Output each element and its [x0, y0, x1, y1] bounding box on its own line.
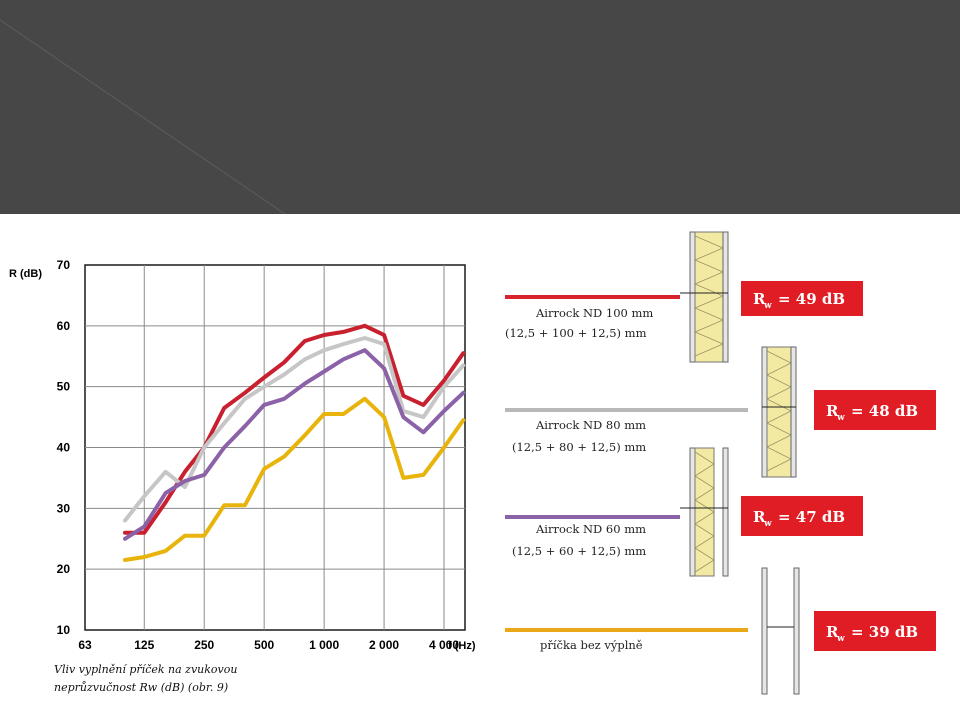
x-tick-label: 63 — [78, 638, 92, 652]
y-tick-label: 40 — [57, 441, 71, 455]
y-tick-label: 10 — [57, 623, 71, 637]
y-tick-label: 30 — [57, 501, 71, 515]
series-line-0 — [123, 323, 466, 535]
wall-section-nd100 — [680, 231, 729, 363]
x-tick-label: 2 000 — [369, 638, 399, 652]
y-tick-label: 70 — [57, 258, 71, 272]
rw-badge-nd100: R w = 49 dB — [741, 281, 863, 316]
svg-text:R: R — [753, 290, 766, 308]
caption-line-2: neprůzvučnost Rw (dB) (obr. 9) — [54, 681, 228, 694]
y-tick-label: 60 — [57, 319, 71, 333]
svg-text:= 47 dB: = 47 dB — [778, 508, 845, 526]
x-tick-label: 4 000 — [429, 638, 459, 652]
svg-text:R: R — [826, 402, 839, 420]
series-line-3 — [123, 396, 466, 562]
x-tick-label: 125 — [134, 638, 154, 652]
rw-badge-empty: R w = 39 dB — [814, 611, 936, 651]
rw-badge-nd60: R w = 47 dB — [741, 496, 863, 536]
series-lines — [123, 323, 466, 562]
svg-text:= 49 dB: = 49 dB — [778, 290, 845, 308]
dark-header-band — [0, 0, 960, 214]
svg-text:= 39 dB: = 39 dB — [851, 623, 918, 641]
legend-label-nd80: Airrock ND 80 mm — [535, 418, 646, 432]
legend-label-nd60: Airrock ND 60 mm — [535, 522, 646, 536]
svg-text:w: w — [763, 519, 772, 529]
svg-text:R: R — [826, 623, 839, 641]
svg-text:w: w — [836, 413, 845, 423]
caption-line-1: Vliv vyplnění příček na zvukovou — [54, 663, 237, 676]
x-tick-label: 1 000 — [309, 638, 339, 652]
svg-text:R: R — [753, 508, 766, 526]
svg-text:w: w — [763, 301, 772, 311]
y-tick-labels: 10 20 30 40 50 60 70 — [57, 258, 71, 637]
svg-text:w: w — [836, 634, 845, 644]
legend-sublabel-nd100: (12,5 + 100 + 12,5) mm — [505, 326, 647, 340]
x-tick-labels: 63 125 250 500 1 000 2 000 4 000 — [78, 638, 459, 652]
y-tick-label: 50 — [57, 380, 71, 394]
x-axis-label: f (Hz) — [448, 640, 476, 652]
y-axis-label: R (dB) — [9, 268, 42, 280]
series-line-2 — [123, 348, 466, 541]
legend-label-empty: příčka bez výplně — [540, 638, 643, 652]
y-tick-label: 20 — [57, 562, 71, 576]
legend-label-nd100: Airrock ND 100 mm — [535, 306, 653, 320]
header-diagonal-line — [0, 19, 286, 214]
x-tick-label: 250 — [194, 638, 214, 652]
header-decoration — [0, 19, 286, 214]
wall-section-empty — [761, 567, 800, 695]
wall-section-nd60 — [680, 447, 729, 577]
legend-sublabel-nd60: (12,5 + 60 + 12,5) mm — [512, 544, 646, 558]
svg-text:= 48 dB: = 48 dB — [851, 402, 918, 420]
wall-section-nd80 — [761, 346, 797, 478]
legend-sublabel-nd80: (12,5 + 80 + 12,5) mm — [512, 440, 646, 454]
grid-lines — [85, 265, 465, 630]
x-tick-label: 500 — [254, 638, 274, 652]
rw-badge-nd80: R w = 48 dB — [814, 390, 936, 430]
chart-figure: 10 20 30 40 50 60 70 63 125 250 500 1 000 2 000 4 00… — [9, 231, 936, 695]
